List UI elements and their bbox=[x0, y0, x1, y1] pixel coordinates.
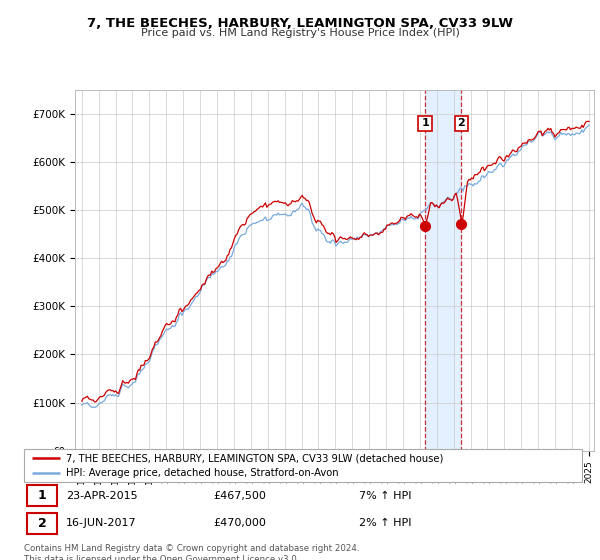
Text: 7% ↑ HPI: 7% ↑ HPI bbox=[359, 491, 412, 501]
Text: 7, THE BEECHES, HARBURY, LEAMINGTON SPA, CV33 9LW: 7, THE BEECHES, HARBURY, LEAMINGTON SPA,… bbox=[87, 17, 513, 30]
Bar bbox=[425, 90, 461, 451]
Text: £470,000: £470,000 bbox=[214, 518, 266, 528]
Text: Price paid vs. HM Land Registry's House Price Index (HPI): Price paid vs. HM Land Registry's House … bbox=[140, 28, 460, 38]
Text: Contains HM Land Registry data © Crown copyright and database right 2024.
This d: Contains HM Land Registry data © Crown c… bbox=[24, 544, 359, 560]
Text: HPI: Average price, detached house, Stratford-on-Avon: HPI: Average price, detached house, Stra… bbox=[66, 469, 338, 478]
Text: 2: 2 bbox=[38, 517, 47, 530]
Text: 1: 1 bbox=[421, 118, 429, 128]
Text: 16-JUN-2017: 16-JUN-2017 bbox=[66, 518, 136, 528]
FancyBboxPatch shape bbox=[27, 512, 58, 534]
FancyBboxPatch shape bbox=[27, 485, 58, 506]
Text: 1: 1 bbox=[38, 489, 47, 502]
Text: 7, THE BEECHES, HARBURY, LEAMINGTON SPA, CV33 9LW (detached house): 7, THE BEECHES, HARBURY, LEAMINGTON SPA,… bbox=[66, 453, 443, 463]
Text: £467,500: £467,500 bbox=[214, 491, 266, 501]
Text: 2: 2 bbox=[458, 118, 466, 128]
Text: 2% ↑ HPI: 2% ↑ HPI bbox=[359, 518, 412, 528]
FancyBboxPatch shape bbox=[24, 449, 582, 482]
Text: 23-APR-2015: 23-APR-2015 bbox=[66, 491, 137, 501]
